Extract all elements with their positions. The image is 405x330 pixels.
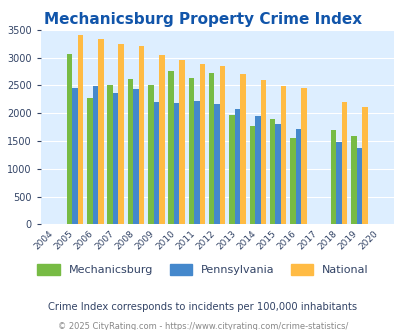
Bar <box>214 104 220 224</box>
Bar <box>67 54 72 224</box>
Bar <box>301 87 306 224</box>
Bar <box>72 87 78 224</box>
Bar <box>280 86 286 224</box>
Bar <box>234 109 240 224</box>
Bar <box>107 85 113 224</box>
Bar <box>78 35 83 224</box>
Bar <box>118 44 124 224</box>
Bar <box>168 71 173 224</box>
Bar <box>188 78 194 224</box>
Bar <box>209 73 214 224</box>
Bar <box>113 93 118 224</box>
Bar <box>173 103 179 224</box>
Bar <box>128 79 133 224</box>
Bar <box>249 126 254 224</box>
Bar <box>229 115 234 224</box>
Text: © 2025 CityRating.com - https://www.cityrating.com/crime-statistics/: © 2025 CityRating.com - https://www.city… <box>58 322 347 330</box>
Bar <box>92 86 98 224</box>
Bar <box>269 119 275 224</box>
Bar <box>98 39 103 224</box>
Bar <box>194 101 199 224</box>
Bar <box>295 129 301 224</box>
Bar <box>350 136 356 224</box>
Bar <box>240 74 245 224</box>
Bar <box>361 107 367 224</box>
Legend: Mechanicsburg, Pennsylvania, National: Mechanicsburg, Pennsylvania, National <box>33 260 372 280</box>
Bar <box>139 47 144 224</box>
Bar <box>335 142 341 224</box>
Bar <box>220 66 225 224</box>
Bar <box>290 138 295 224</box>
Bar <box>260 80 265 224</box>
Bar <box>159 55 164 224</box>
Bar <box>133 89 139 224</box>
Bar <box>254 116 260 224</box>
Bar <box>199 64 205 224</box>
Bar <box>275 124 280 224</box>
Text: Mechanicsburg Property Crime Index: Mechanicsburg Property Crime Index <box>44 12 361 26</box>
Bar <box>87 98 92 224</box>
Bar <box>148 85 153 224</box>
Text: Crime Index corresponds to incidents per 100,000 inhabitants: Crime Index corresponds to incidents per… <box>48 302 357 312</box>
Bar <box>179 60 184 224</box>
Bar <box>341 102 346 224</box>
Bar <box>356 148 361 224</box>
Bar <box>153 102 159 224</box>
Bar <box>330 130 335 224</box>
